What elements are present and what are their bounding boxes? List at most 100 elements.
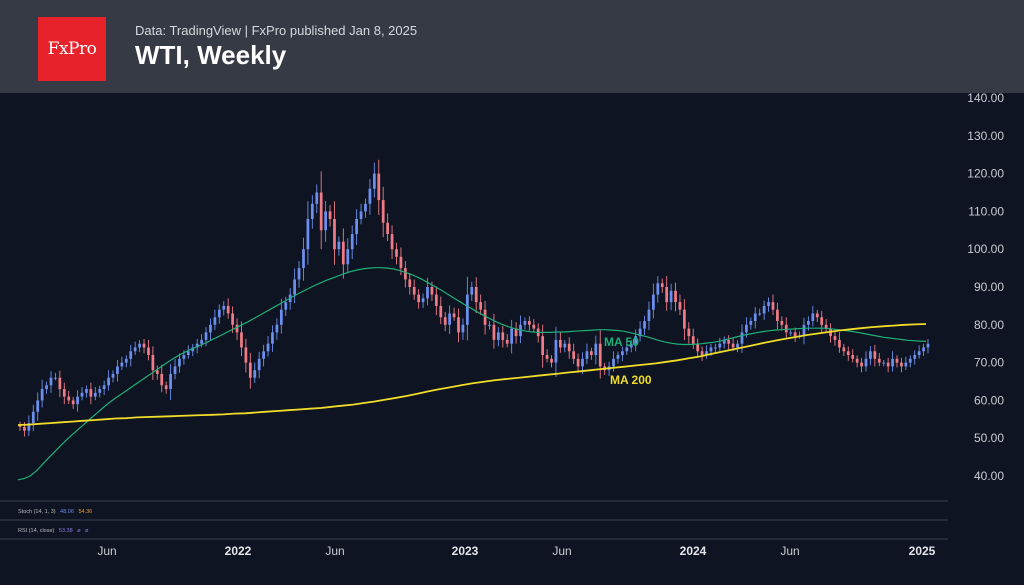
candle-body <box>111 373 115 378</box>
candle-body <box>567 343 571 352</box>
candle-body <box>625 347 629 352</box>
candle-body <box>740 332 744 344</box>
stoch-value-1: 48.06 <box>60 509 74 515</box>
candle <box>89 382 93 405</box>
stoch-label: Stoch (14, 1, 3) <box>18 509 56 515</box>
chart-title: WTI, Weekly <box>135 40 287 70</box>
candle <box>173 358 177 380</box>
candle <box>169 364 172 401</box>
candle <box>492 313 496 349</box>
candle-body <box>647 309 651 322</box>
candle <box>585 343 589 365</box>
candle <box>85 385 88 398</box>
candle-body <box>178 358 181 367</box>
y-tick-label: 70.00 <box>974 356 1004 370</box>
candle <box>722 336 726 349</box>
candle-body <box>151 355 155 371</box>
candle <box>222 301 226 316</box>
candle <box>62 382 66 405</box>
candle-body <box>776 309 779 322</box>
candle-body <box>395 249 398 257</box>
candle <box>590 347 593 360</box>
ma50-line <box>17 267 927 481</box>
candle <box>49 371 53 393</box>
candle <box>217 304 221 324</box>
candle <box>226 298 230 319</box>
candle <box>244 338 248 373</box>
candle-body <box>434 294 438 306</box>
candle-body <box>359 211 363 219</box>
candle-body <box>257 358 261 371</box>
candle-body <box>164 385 168 390</box>
candle-body <box>23 426 26 431</box>
candle <box>527 316 531 331</box>
candle <box>895 355 899 368</box>
candle <box>643 315 646 336</box>
candle <box>302 237 305 281</box>
candle <box>736 340 739 353</box>
candle <box>833 331 837 346</box>
candle-body <box>585 351 589 359</box>
ma50-label: MA 50 <box>604 335 639 349</box>
candle <box>151 346 155 380</box>
candle-body <box>727 339 731 344</box>
x-tick-label: 2023 <box>452 544 479 558</box>
candle-body <box>45 385 48 390</box>
candle-body <box>98 389 102 393</box>
candle-body <box>155 370 159 374</box>
y-tick-label: 40.00 <box>974 469 1004 483</box>
candle-body <box>200 339 203 344</box>
candle-body <box>496 332 500 340</box>
candle <box>266 336 270 357</box>
candle <box>142 338 146 354</box>
rsi-label: RSI (14, close) <box>18 528 55 534</box>
candle <box>306 201 310 265</box>
ma200-label: MA 200 <box>610 373 652 387</box>
candle-body <box>169 373 172 390</box>
candle <box>133 341 137 355</box>
candle <box>576 353 580 373</box>
candle <box>54 372 57 381</box>
candle <box>395 242 398 265</box>
candle-body <box>665 287 669 303</box>
candle <box>705 345 708 359</box>
candle-body <box>913 355 917 359</box>
candle-body <box>758 313 762 315</box>
candle <box>846 346 850 361</box>
x-tick-label: 2024 <box>680 544 707 558</box>
candle-body <box>217 309 221 318</box>
candle-body <box>240 332 243 348</box>
candle-body <box>244 347 248 363</box>
candle-body <box>709 347 713 352</box>
candle-body <box>120 362 124 367</box>
candle <box>864 351 868 372</box>
candle <box>545 349 549 363</box>
candle <box>31 404 35 432</box>
candle-body <box>421 298 425 303</box>
candle <box>904 356 908 370</box>
candle-body <box>660 283 664 287</box>
candle-body <box>784 324 788 333</box>
candle <box>762 300 766 320</box>
candle-body <box>656 283 660 295</box>
candle-body <box>926 343 930 348</box>
candle-body <box>612 358 615 367</box>
candle-body <box>558 339 562 348</box>
candle-body <box>408 279 412 287</box>
candle <box>554 326 558 377</box>
candle-body <box>328 211 332 219</box>
candle <box>567 337 571 359</box>
candle <box>550 355 553 368</box>
candle <box>851 349 855 363</box>
y-tick-label: 80.00 <box>974 318 1004 332</box>
y-tick-label: 120.00 <box>967 167 1004 181</box>
candle-body <box>474 287 478 303</box>
candle <box>474 277 478 314</box>
candle-body <box>851 355 855 359</box>
candle-body <box>634 336 638 344</box>
candle <box>669 283 673 311</box>
candle <box>629 340 633 353</box>
candle-body <box>687 328 691 337</box>
candle-body <box>377 173 381 201</box>
candle <box>634 329 638 352</box>
